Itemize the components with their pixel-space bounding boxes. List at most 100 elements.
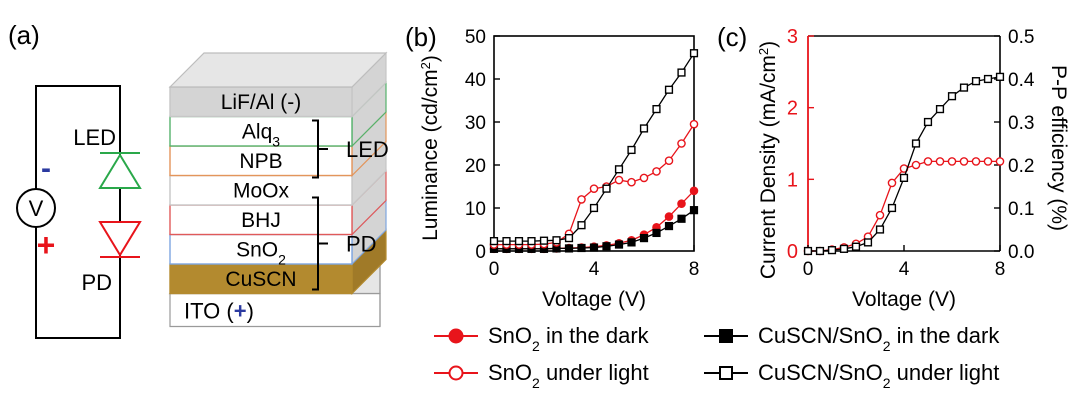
c-data-point: [839, 244, 849, 253]
legend: SnO2 in the dark CuSCN/SnO2 in the dark Sn…: [434, 323, 1000, 391]
layer-label: LiF/Al (-): [221, 91, 302, 114]
panel-c-label: (c): [717, 22, 747, 52]
voltmeter-symbol: [16, 188, 56, 228]
b-data-point: [577, 243, 586, 253]
layer-front-face: [169, 86, 353, 118]
led-label: LED: [73, 125, 116, 150]
c-data-point: [935, 104, 945, 114]
c-data-point: [959, 157, 969, 166]
c-data-point: [983, 157, 993, 166]
c-data-point: [971, 157, 981, 166]
c-left-y-tick-label: 3: [787, 26, 798, 48]
ito-label: ITO (+): [184, 299, 254, 324]
b-data-point: [489, 237, 499, 246]
legend-item: SnO2 in the dark: [434, 323, 650, 354]
c-right-y-tick-label: 0.5: [1008, 27, 1034, 48]
led-diode-icon: [98, 153, 142, 189]
b-data-point: [539, 236, 549, 245]
b-data-point: [689, 206, 699, 215]
c-data-point: [995, 72, 1005, 81]
stack-layer: Alq3: [169, 81, 387, 150]
legend-label: SnO2 in the dark: [488, 323, 650, 354]
c-data-point: [935, 157, 945, 166]
layer-front-face: [169, 115, 353, 147]
minus-sign: -: [41, 152, 51, 185]
b-series-3: [489, 49, 699, 246]
b-y-tick-label: 40: [465, 70, 486, 91]
circuit-diagram: V - + LED PD: [16, 85, 142, 339]
b-y-tick-label: 50: [465, 27, 486, 48]
b-data-point: [677, 68, 686, 77]
panel-b-label: (b): [405, 22, 437, 52]
led-bracket: [312, 119, 328, 179]
b-x-tick-label: 0: [489, 259, 500, 280]
luminance-chart: Luminance (cd/cm2) Voltage (V) 010203040…: [418, 27, 700, 311]
stack-layer: CuSCN: [169, 228, 387, 295]
c-x-axis-label: Voltage (V): [852, 288, 956, 311]
c-x-tick-label: 8: [995, 259, 1006, 280]
b-data-point: [614, 240, 624, 249]
b-data-point: [502, 237, 511, 246]
b-data-point: [627, 238, 636, 247]
b-data-point: [664, 156, 674, 165]
b-data-point: [677, 139, 686, 148]
stack-top-face: [168, 52, 388, 88]
circuit-wire: [35, 85, 121, 339]
layer-label: MoOx: [233, 180, 290, 203]
b-data-point: [577, 195, 586, 204]
layer-front-face: [169, 204, 353, 236]
c-data-point: [911, 139, 921, 148]
c-data-point: [923, 157, 933, 166]
c-left-y-tick-label: 2: [787, 98, 798, 120]
layer-label: BHJ: [241, 209, 281, 232]
stack-layer: BHJ: [169, 169, 387, 236]
c-right-y-tick-label: 0.3: [1008, 113, 1034, 134]
b-data-point: [652, 104, 661, 114]
legend-marker: [719, 329, 733, 343]
b-x-tick-label: 4: [589, 259, 600, 280]
c-left-y-axis-label: Current Density (mA/cm2): [756, 41, 781, 279]
legend-marker: [448, 328, 464, 344]
stack-layer: LiF/Al (-): [168, 51, 388, 118]
c-data-point: [923, 117, 933, 127]
b-data-point: [514, 237, 524, 246]
voltmeter-label: V: [29, 196, 44, 221]
legend-label: SnO2 under light: [488, 360, 649, 391]
legend-label: CuSCN/SnO2 in the dark: [758, 323, 1000, 354]
b-data-point: [589, 184, 599, 193]
b-data-point: [564, 244, 574, 253]
b-data-point: [627, 177, 636, 187]
c-data-point: [947, 92, 957, 101]
legend-item: CuSCN/SnO2 in the dark: [704, 323, 1000, 354]
plus-sign: +: [37, 227, 56, 263]
b-data-point: [614, 165, 624, 174]
b-y-tick-label: 10: [465, 199, 486, 220]
layer-front-face: [169, 174, 353, 206]
c-right-y-tick-label: 0.2: [1008, 156, 1034, 177]
b-data-point: [552, 236, 561, 245]
c-data-point: [959, 83, 969, 92]
b-data-point: [689, 49, 699, 58]
b-data-point: [614, 175, 624, 185]
b-y-axis-label: Luminance (cd/cm2): [418, 55, 443, 241]
c-data-point: [875, 210, 885, 220]
c-right-y-tick-label: 0.1: [1008, 199, 1034, 220]
c-data-point: [899, 173, 909, 183]
c-data-point: [887, 178, 897, 188]
b-data-point: [602, 184, 611, 193]
c-series-1: [803, 72, 1005, 256]
legend-marker: [448, 365, 464, 381]
b-data-point: [627, 145, 636, 155]
c-data-point: [815, 246, 825, 256]
c-data-point: [827, 246, 837, 255]
c-x-tick-label: 4: [899, 259, 910, 280]
b-y-tick-label: 20: [465, 156, 486, 177]
b-data-point: [564, 233, 574, 243]
layer-label: SnO2: [236, 239, 286, 268]
b-plot-frame: [493, 35, 695, 252]
led-bracket-label: LED: [346, 137, 389, 162]
b-x-tick-label: 8: [689, 259, 700, 280]
legend-item: CuSCN/SnO2 under light: [704, 360, 999, 391]
b-data-point: [664, 85, 674, 94]
c-data-point: [887, 203, 897, 213]
